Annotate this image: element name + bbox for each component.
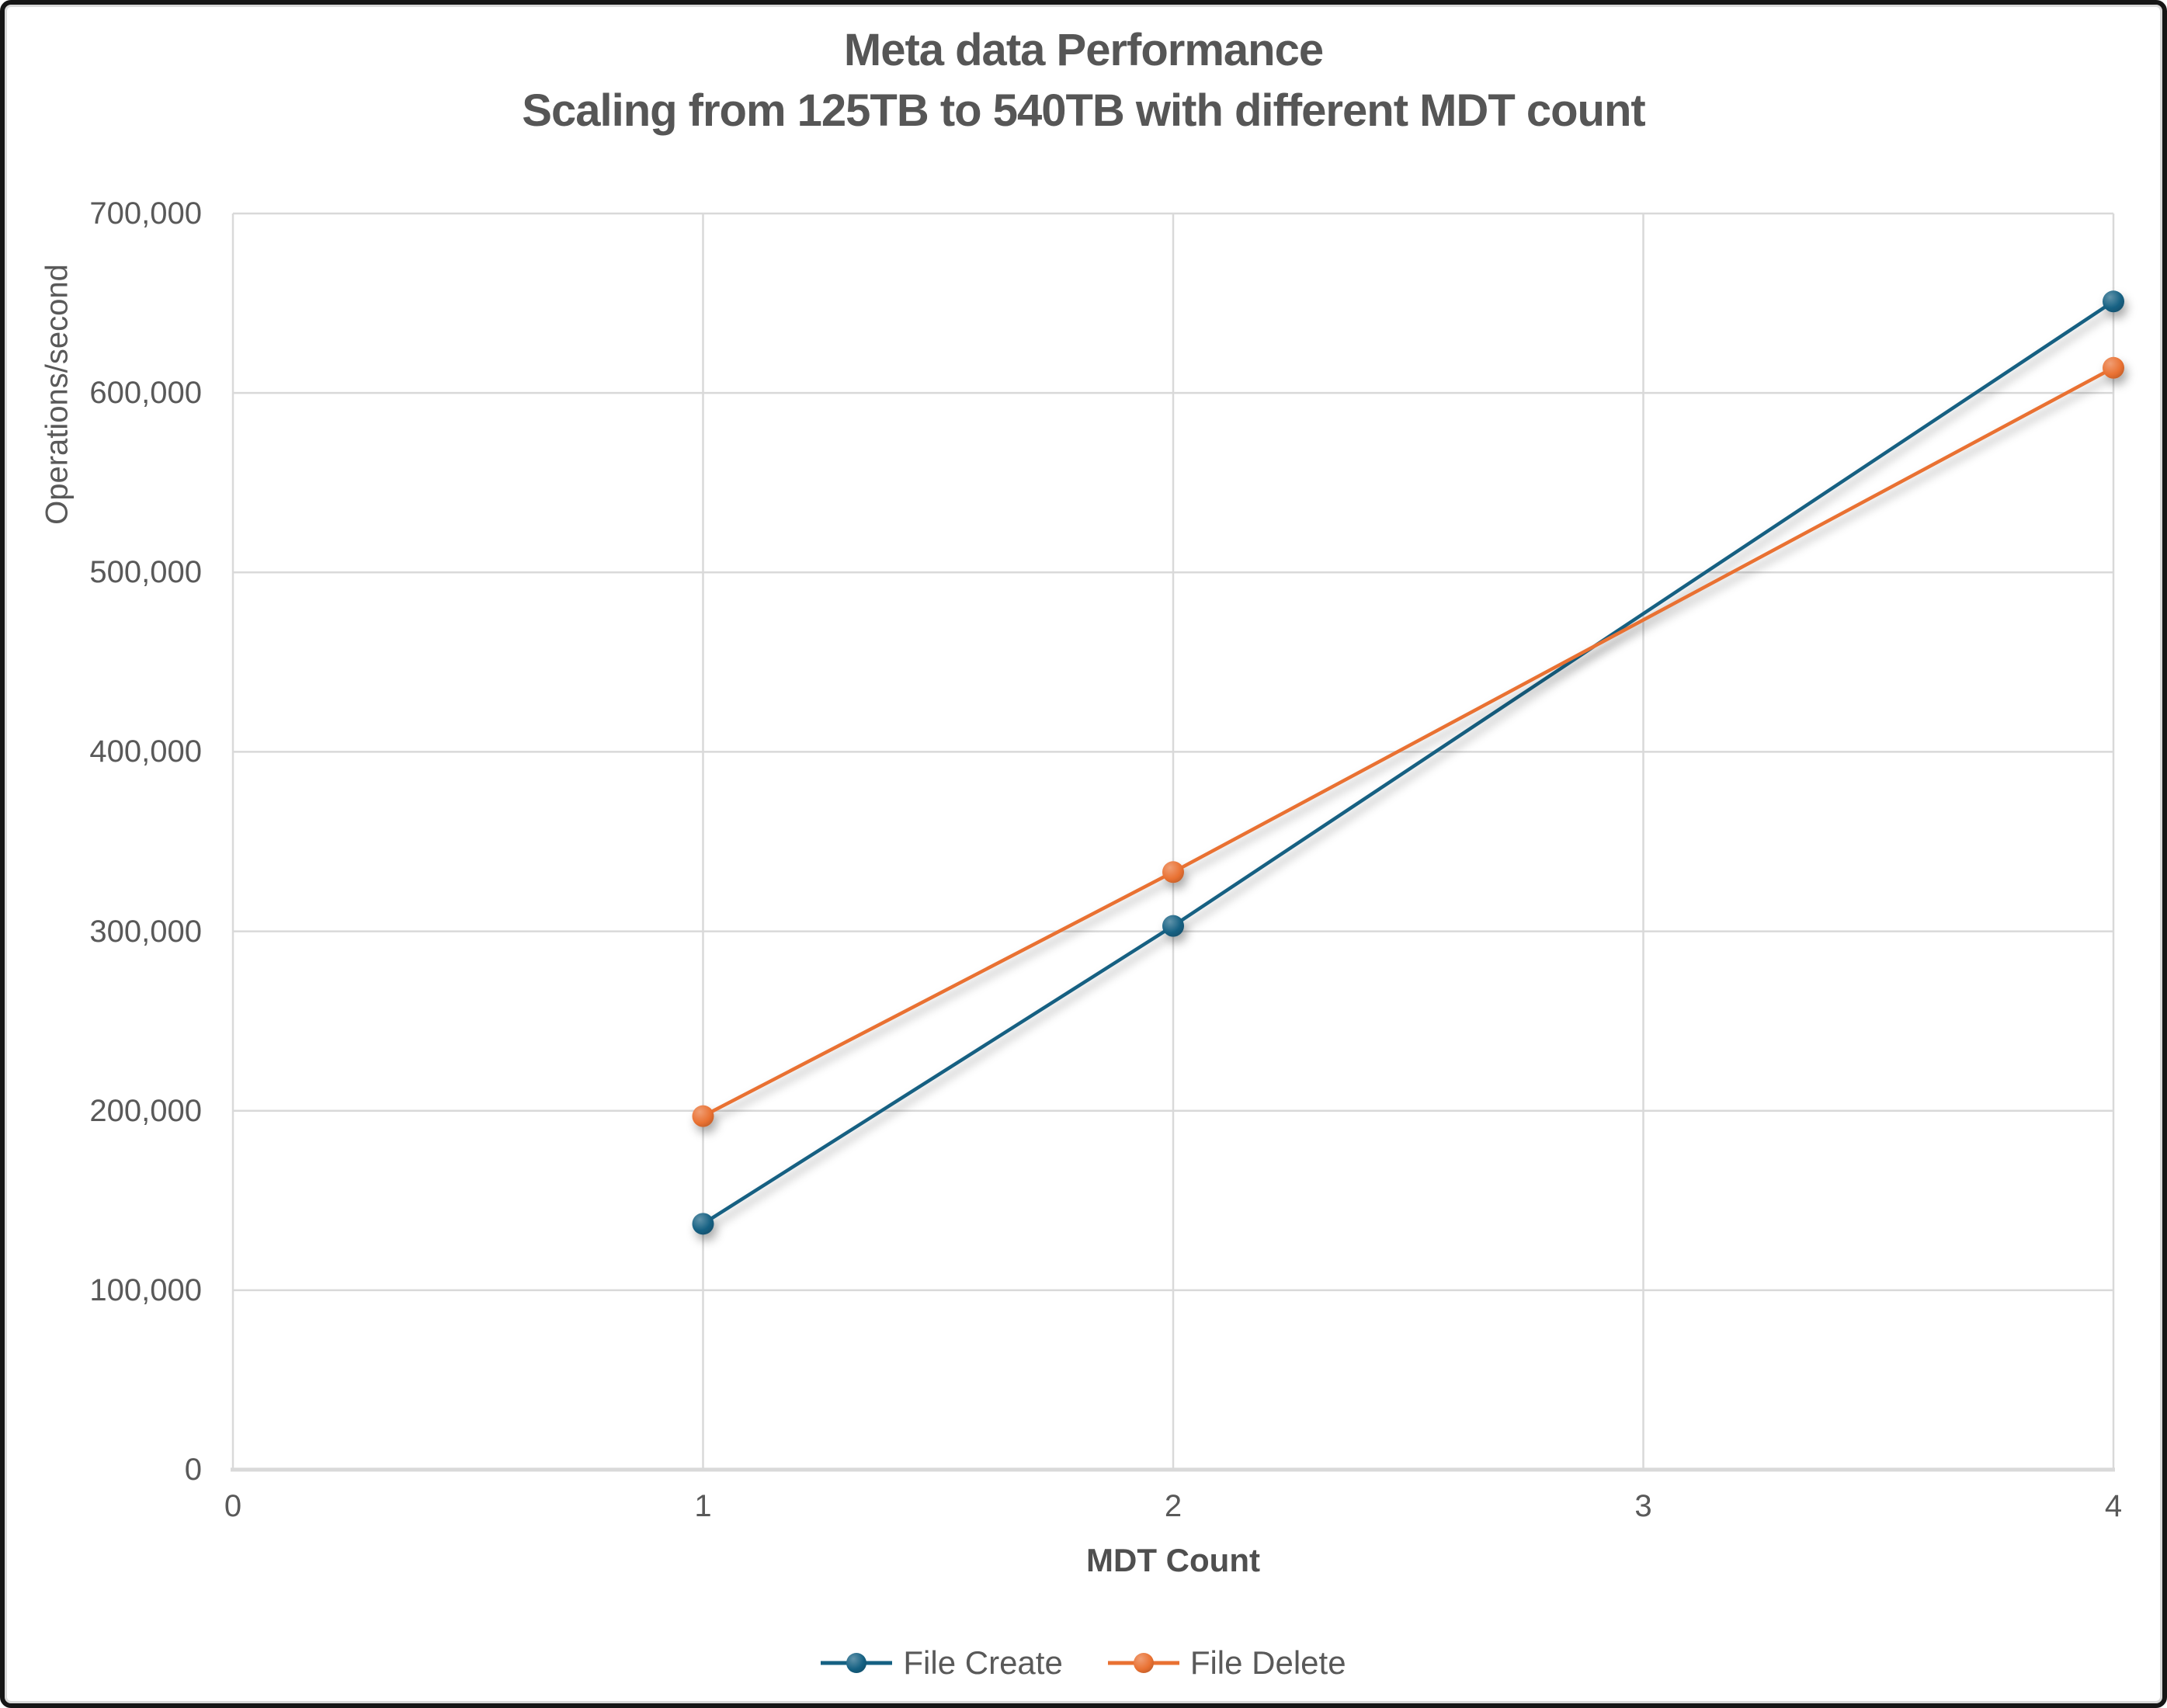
legend-marker-file-delete bbox=[1107, 1653, 1179, 1673]
x-tick-label: 1 bbox=[694, 1489, 712, 1523]
y-tick-label: 400,000 bbox=[89, 734, 202, 769]
data-point-file-delete-x4 bbox=[2103, 356, 2124, 379]
y-tick-label: 500,000 bbox=[89, 555, 202, 590]
series-file-delete bbox=[692, 356, 2124, 1127]
chart-title: Meta data Performance Scaling from 125TB… bbox=[0, 20, 2167, 141]
data-point-file-delete-x1 bbox=[692, 1105, 714, 1127]
y-tick-label: 200,000 bbox=[89, 1093, 202, 1128]
series-line-file-delete bbox=[702, 366, 2115, 1118]
x-tick-label: 0 bbox=[224, 1489, 242, 1523]
x-axis-title: MDT Count bbox=[1086, 1542, 1260, 1578]
y-tick-label: 600,000 bbox=[89, 376, 202, 411]
legend-item-file-create: File Create bbox=[821, 1644, 1063, 1682]
x-tick-label: 4 bbox=[2104, 1489, 2123, 1523]
chart-title-line2: Scaling from 125TB to 540TB with differe… bbox=[522, 85, 1645, 136]
x-tick-label: 2 bbox=[1164, 1489, 1182, 1523]
y-tick-label: 100,000 bbox=[89, 1272, 202, 1307]
chart-title-line1: Meta data Performance bbox=[843, 25, 1324, 75]
series-line-file-create bbox=[702, 300, 2115, 1226]
gridlines bbox=[231, 212, 2115, 1471]
data-point-file-delete-x2 bbox=[1162, 861, 1184, 884]
series-file-create bbox=[692, 290, 2124, 1235]
data-point-file-create-x4 bbox=[2103, 290, 2124, 313]
data-point-file-create-x2 bbox=[1162, 915, 1184, 937]
data-point-file-create-x1 bbox=[692, 1213, 714, 1235]
chart-legend: File Create File Delete bbox=[0, 1644, 2167, 1682]
y-tick-label: 300,000 bbox=[89, 914, 202, 949]
legend-label: File Delete bbox=[1189, 1644, 1346, 1681]
legend-marker-file-create bbox=[821, 1653, 893, 1673]
x-tick-label: 3 bbox=[1634, 1489, 1652, 1523]
legend-label: File Create bbox=[903, 1644, 1063, 1681]
y-tick-label: 700,000 bbox=[89, 196, 202, 231]
legend-item-file-delete: File Delete bbox=[1107, 1644, 1346, 1682]
y-tick-label: 0 bbox=[184, 1453, 202, 1487]
